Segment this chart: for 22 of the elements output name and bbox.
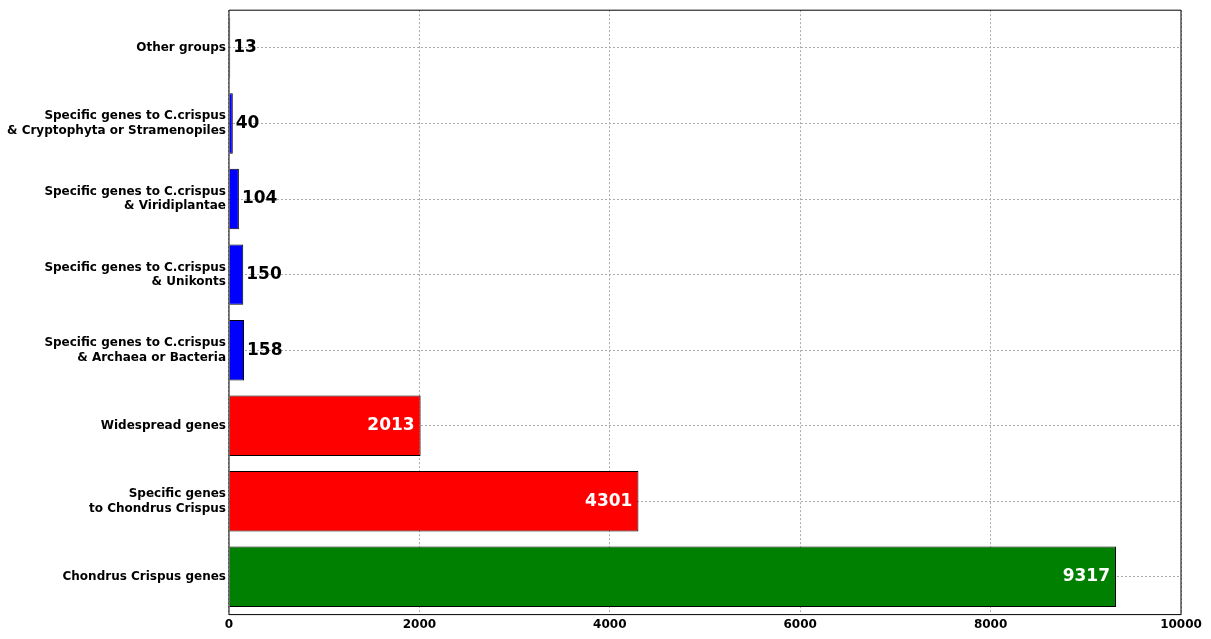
data-label: 9317 (1062, 565, 1110, 586)
y-tick-label: Specific genes to C.crispus & Cryptophyta or Stramenopiles (6, 108, 226, 137)
x-tick-label: 6000 (783, 616, 817, 631)
x-tick-label: 0 (224, 616, 234, 631)
data-label: 2013 (367, 414, 415, 435)
y-tick-label: Chondrus Crispus genes (62, 568, 226, 583)
x-tick-label: 10000 (1160, 616, 1202, 631)
y-tick-label: Specific genes to Chondrus Crispus (89, 486, 226, 515)
x-tick-label: 8000 (973, 616, 1008, 631)
x-tick-label: 4000 (593, 616, 627, 631)
x-tick-label: 2000 (402, 616, 437, 631)
y-tick-label: Other groups (136, 40, 226, 55)
y-tick-label: Specific genes to C.crispus & Unikonts (44, 259, 226, 288)
data-label: 150 (246, 263, 282, 284)
y-tick-label: Specific genes to C.crispus & Archaea or Bacteria (44, 335, 226, 364)
y-tick-label: Specific genes to C.crispus & Viridiplantae (44, 184, 226, 213)
data-label: 104 (241, 187, 278, 208)
data-label: 40 (235, 111, 260, 132)
data-label: 13 (233, 36, 257, 57)
data-label: 158 (247, 338, 283, 359)
data-label: 4301 (585, 489, 633, 510)
y-tick-label: Widespread genes (100, 417, 226, 432)
